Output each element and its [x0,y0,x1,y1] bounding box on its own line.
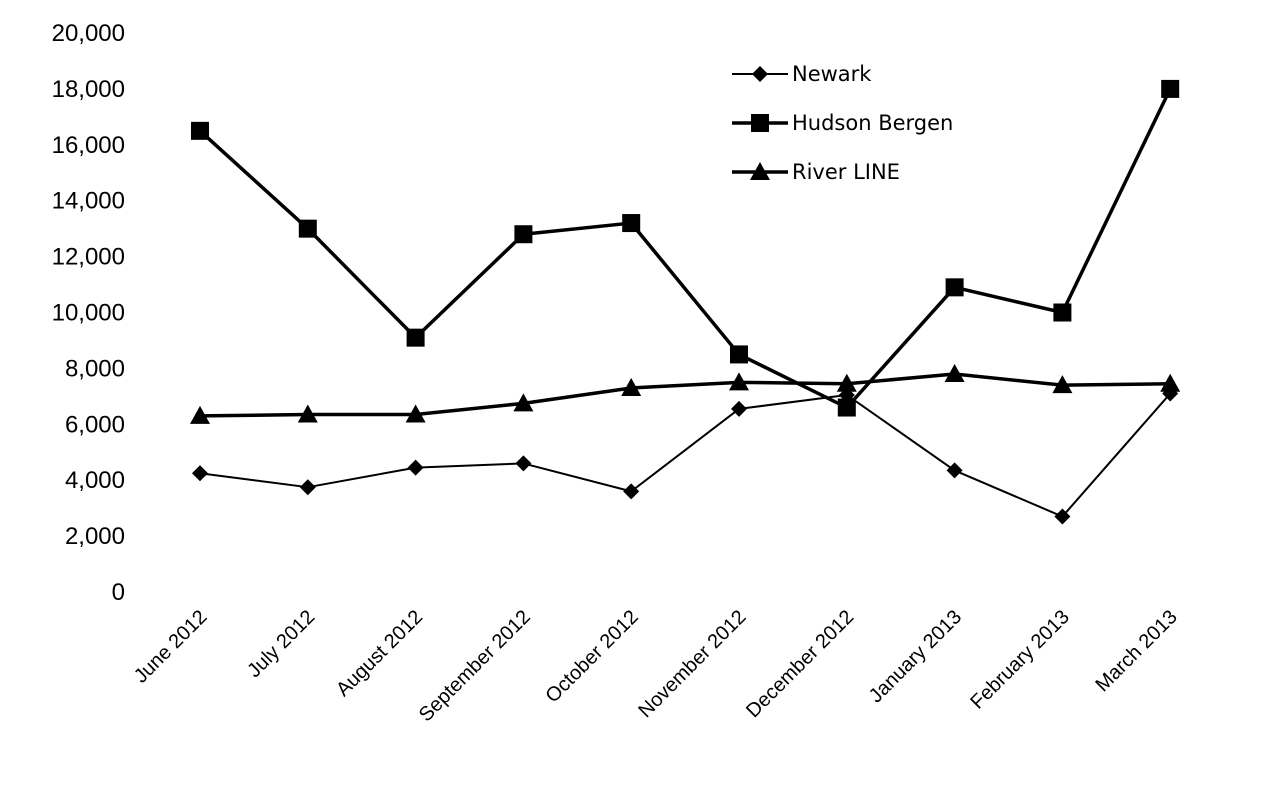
x-tick-label: July 2012 [243,606,319,682]
y-tick-label: 18,000 [52,76,125,103]
data-point-river-line [190,405,210,424]
y-tick-label: 2,000 [65,523,125,550]
data-point-hudson-bergen [837,398,856,417]
series-hudson-bergen [191,79,1180,417]
x-tick-label: December 2012 [742,606,858,722]
legend-label-hudson-bergen: Hudson Bergen [792,111,953,135]
data-point-river-line [297,404,318,423]
legend-item-hudson-bergen: Hudson Bergen [732,111,953,135]
x-tick-label: November 2012 [634,606,750,722]
data-point-river-line [1160,373,1181,392]
data-point-hudson-bergen [1161,79,1180,98]
y-tick-label: 16,000 [52,132,125,159]
data-point-newark [299,479,316,496]
x-tick-label: August 2012 [332,606,427,701]
data-point-hudson-bergen [406,328,425,347]
data-point-hudson-bergen [298,219,317,238]
data-point-newark [1054,508,1071,525]
data-point-river-line [944,363,965,382]
x-tick-label: March 2013 [1091,606,1181,696]
x-tick-label: June 2012 [130,606,212,688]
series-line-hudson-bergen [198,88,1172,410]
legend-item-river-line: River LINE [732,160,900,184]
y-axis: 0 2,000 4,000 6,000 8,000 10,000 12,000 14,000 1… [52,20,125,606]
data-point-river-line [513,393,534,412]
data-point-river-line [836,373,857,392]
series-line-newark [199,392,1171,518]
data-point-river-line [729,372,749,391]
data-point-newark [407,459,424,476]
legend-label-river-line: River LINE [792,160,900,184]
data-point-newark [623,483,640,500]
y-tick-label: 10,000 [52,300,125,327]
series-river-line [190,363,1181,424]
series-line-river-line [199,372,1171,418]
legend-item-newark: Newark [732,62,872,86]
data-point-newark [515,455,532,472]
x-tick-label: October 2012 [541,606,642,707]
y-tick-label: 12,000 [52,244,125,271]
series-newark [192,385,1179,525]
y-tick-label: 8,000 [65,355,125,382]
legend-marker-river-line [750,162,770,180]
data-point-newark [731,400,747,417]
y-tick-label: 0 [112,579,125,606]
data-point-hudson-bergen [1053,303,1072,322]
data-point-hudson-bergen [191,121,209,140]
legend-marker-newark [752,66,768,82]
data-point-newark [946,462,963,479]
legend: Newark Hudson Bergen River LINE [732,62,953,184]
legend-marker-hudson-bergen [751,114,769,132]
data-point-river-line [405,404,426,423]
x-tick-label: September 2012 [415,606,535,726]
y-tick-label: 4,000 [65,467,125,494]
y-tick-label: 20,000 [52,20,125,47]
legend-label-newark: Newark [792,62,872,86]
x-tick-label: February 2013 [966,606,1074,714]
data-point-hudson-bergen [514,225,533,244]
y-tick-label: 6,000 [65,411,125,438]
data-point-hudson-bergen [945,278,964,297]
y-tick-label: 14,000 [52,188,125,215]
data-point-river-line [1052,375,1073,394]
data-point-hudson-bergen [622,214,641,233]
data-point-river-line [621,377,642,396]
data-point-newark [192,465,208,482]
x-tick-label: January 2013 [865,606,966,707]
series-group [190,79,1181,525]
data-point-hudson-bergen [730,345,748,364]
